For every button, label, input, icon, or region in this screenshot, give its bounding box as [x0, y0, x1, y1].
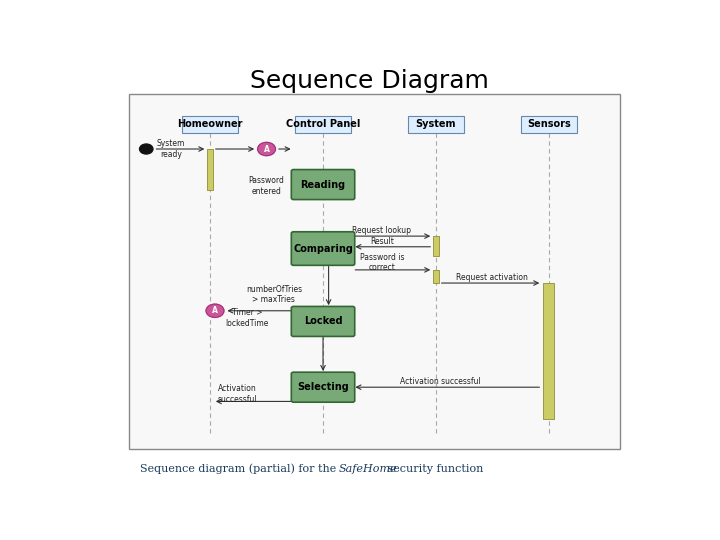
- Text: Comparing: Comparing: [293, 244, 353, 254]
- Text: Password
entered: Password entered: [248, 177, 284, 196]
- Text: Activation
successful: Activation successful: [217, 384, 257, 403]
- FancyBboxPatch shape: [544, 283, 554, 419]
- Circle shape: [140, 144, 153, 154]
- Text: Homeowner: Homeowner: [177, 119, 243, 129]
- Text: security function: security function: [384, 464, 483, 474]
- FancyBboxPatch shape: [292, 372, 355, 402]
- Text: Locked: Locked: [304, 316, 342, 327]
- Text: Sequence diagram (partial) for the: Sequence diagram (partial) for the: [140, 464, 340, 474]
- FancyBboxPatch shape: [129, 94, 620, 449]
- Text: Password is
correct: Password is correct: [360, 253, 404, 272]
- FancyBboxPatch shape: [207, 149, 213, 190]
- Text: SafeHome: SafeHome: [338, 464, 397, 474]
- Text: Activation successful: Activation successful: [400, 377, 481, 386]
- FancyBboxPatch shape: [294, 116, 351, 133]
- Text: Sensors: Sensors: [527, 119, 571, 129]
- Circle shape: [258, 143, 276, 156]
- Text: System: System: [415, 119, 456, 129]
- Text: Reading: Reading: [300, 180, 346, 190]
- Text: A: A: [264, 145, 269, 153]
- Text: A: A: [212, 306, 218, 315]
- FancyBboxPatch shape: [521, 116, 577, 133]
- Text: Sequence Diagram: Sequence Diagram: [250, 69, 488, 92]
- FancyBboxPatch shape: [433, 236, 438, 255]
- Text: Timer >
lockedTime: Timer > lockedTime: [225, 308, 269, 328]
- FancyBboxPatch shape: [292, 232, 355, 265]
- FancyBboxPatch shape: [433, 270, 438, 283]
- FancyBboxPatch shape: [182, 116, 238, 133]
- Text: Result: Result: [370, 237, 394, 246]
- FancyBboxPatch shape: [292, 306, 355, 336]
- Text: Selecting: Selecting: [297, 382, 349, 392]
- Text: Request activation: Request activation: [456, 273, 528, 282]
- Text: System
ready: System ready: [157, 139, 185, 159]
- Text: numberOfTries
> maxTries: numberOfTries > maxTries: [246, 285, 302, 305]
- FancyBboxPatch shape: [408, 116, 464, 133]
- Text: Request lookup: Request lookup: [353, 226, 411, 235]
- FancyBboxPatch shape: [292, 170, 355, 200]
- Text: Control Panel: Control Panel: [286, 119, 360, 129]
- Circle shape: [206, 304, 224, 318]
